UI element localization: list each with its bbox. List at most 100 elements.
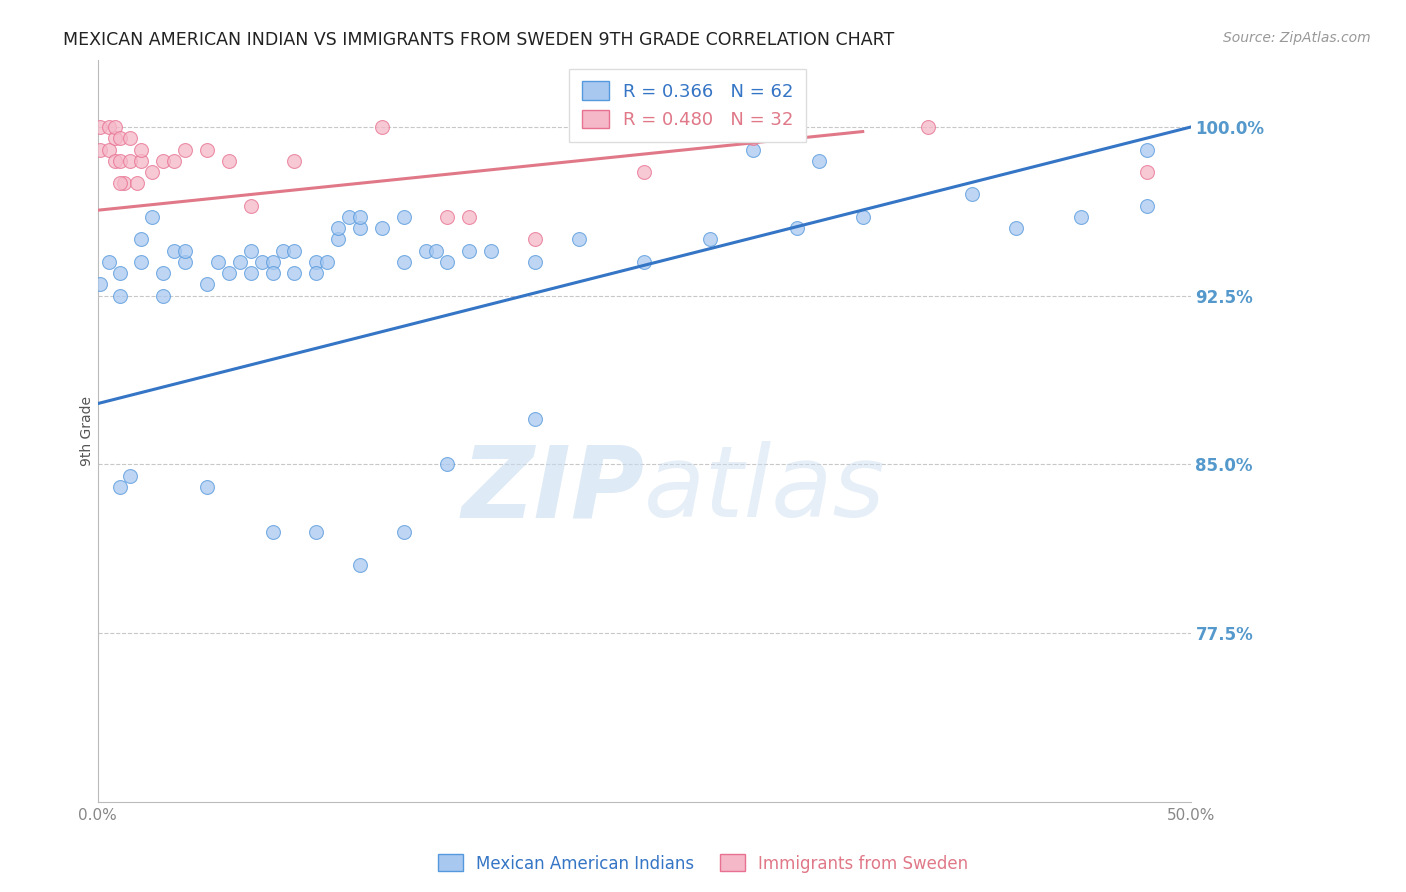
- Point: [283, 266, 305, 280]
- Text: MEXICAN AMERICAN INDIAN VS IMMIGRANTS FROM SWEDEN 9TH GRADE CORRELATION CHART: MEXICAN AMERICAN INDIAN VS IMMIGRANTS FR…: [63, 31, 894, 49]
- Point: [436, 210, 458, 224]
- Point: [195, 143, 218, 157]
- Point: [371, 221, 394, 235]
- Point: [120, 468, 142, 483]
- Point: [108, 131, 131, 145]
- Point: [108, 153, 131, 168]
- Point: [349, 221, 371, 235]
- Point: [262, 255, 284, 269]
- Legend: Mexican American Indians, Immigrants from Sweden: Mexican American Indians, Immigrants fro…: [432, 847, 974, 880]
- Point: [415, 244, 437, 258]
- Point: [337, 210, 360, 224]
- Point: [218, 266, 240, 280]
- Point: [633, 165, 655, 179]
- Point: [141, 165, 163, 179]
- Point: [349, 210, 371, 224]
- Point: [1136, 165, 1159, 179]
- Point: [458, 210, 481, 224]
- Point: [960, 187, 983, 202]
- Point: [786, 221, 808, 235]
- Point: [97, 255, 120, 269]
- Point: [742, 143, 765, 157]
- Point: [89, 277, 111, 292]
- Point: [523, 232, 546, 246]
- Point: [425, 244, 447, 258]
- Point: [104, 153, 127, 168]
- Point: [699, 232, 721, 246]
- Point: [229, 255, 252, 269]
- Point: [1070, 210, 1092, 224]
- Point: [479, 244, 502, 258]
- Point: [633, 255, 655, 269]
- Point: [852, 210, 875, 224]
- Point: [283, 153, 305, 168]
- Point: [326, 221, 349, 235]
- Point: [131, 143, 153, 157]
- Point: [326, 232, 349, 246]
- Point: [1004, 221, 1026, 235]
- Point: [742, 131, 765, 145]
- Point: [436, 255, 458, 269]
- Point: [89, 120, 111, 134]
- Point: [392, 255, 415, 269]
- Point: [392, 524, 415, 539]
- Point: [108, 480, 131, 494]
- Point: [120, 153, 142, 168]
- Point: [305, 524, 328, 539]
- Point: [349, 558, 371, 573]
- Point: [218, 153, 240, 168]
- Point: [195, 277, 218, 292]
- Point: [108, 266, 131, 280]
- Point: [152, 288, 174, 302]
- Point: [371, 120, 394, 134]
- Point: [174, 143, 197, 157]
- Point: [174, 244, 197, 258]
- Point: [108, 288, 131, 302]
- Point: [239, 199, 262, 213]
- Point: [807, 153, 830, 168]
- Point: [917, 120, 939, 134]
- Point: [262, 266, 284, 280]
- Point: [305, 255, 328, 269]
- Point: [207, 255, 229, 269]
- Point: [436, 458, 458, 472]
- Point: [152, 153, 174, 168]
- Text: atlas: atlas: [644, 442, 886, 539]
- Point: [131, 232, 153, 246]
- Point: [163, 244, 186, 258]
- Point: [163, 153, 186, 168]
- Point: [1136, 199, 1159, 213]
- Point: [125, 176, 148, 190]
- Point: [250, 255, 273, 269]
- Point: [567, 232, 589, 246]
- Point: [131, 153, 153, 168]
- Point: [523, 412, 546, 426]
- Point: [152, 266, 174, 280]
- Y-axis label: 9th Grade: 9th Grade: [80, 395, 94, 466]
- Point: [262, 524, 284, 539]
- Point: [1136, 143, 1159, 157]
- Point: [239, 244, 262, 258]
- Point: [131, 255, 153, 269]
- Point: [283, 244, 305, 258]
- Point: [392, 210, 415, 224]
- Point: [89, 143, 111, 157]
- Point: [195, 480, 218, 494]
- Point: [174, 255, 197, 269]
- Point: [305, 266, 328, 280]
- Point: [239, 266, 262, 280]
- Point: [273, 244, 295, 258]
- Point: [104, 131, 127, 145]
- Point: [120, 131, 142, 145]
- Point: [316, 255, 339, 269]
- Point: [108, 176, 131, 190]
- Point: [97, 120, 120, 134]
- Text: ZIP: ZIP: [461, 442, 644, 539]
- Point: [112, 176, 135, 190]
- Point: [97, 143, 120, 157]
- Point: [458, 244, 481, 258]
- Point: [141, 210, 163, 224]
- Text: Source: ZipAtlas.com: Source: ZipAtlas.com: [1223, 31, 1371, 45]
- Legend: R = 0.366   N = 62, R = 0.480   N = 32: R = 0.366 N = 62, R = 0.480 N = 32: [569, 69, 807, 142]
- Point: [104, 120, 127, 134]
